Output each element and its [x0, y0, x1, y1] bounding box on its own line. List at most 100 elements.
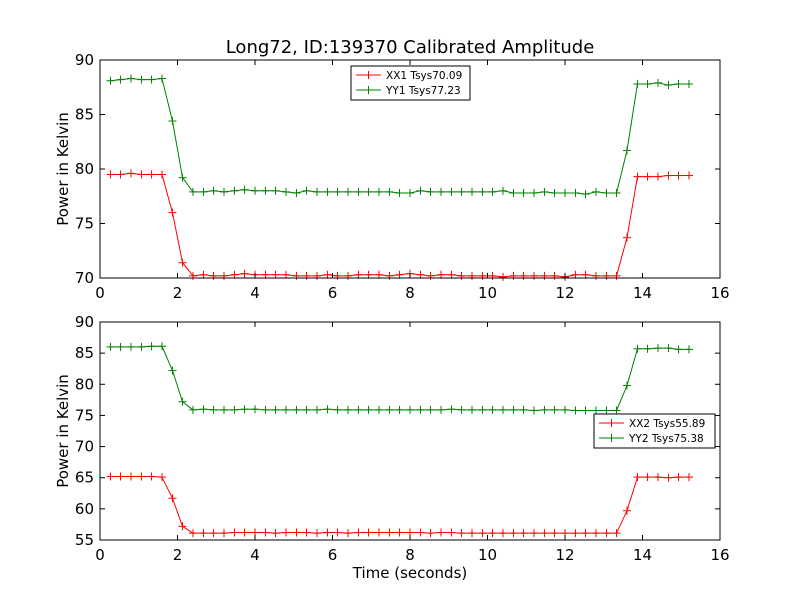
bottom-y-tick-label: 55: [75, 531, 94, 549]
top-y-axis-label: Power in Kelvin: [54, 112, 72, 226]
bottom-data-point: [271, 405, 280, 414]
top-x-tick-label: 10: [478, 284, 497, 302]
top-data-point: [674, 79, 683, 88]
top-data-point: [674, 171, 683, 180]
top-data-point: [137, 170, 146, 179]
bottom-data-point: [323, 528, 332, 537]
bottom-data-point: [592, 529, 600, 538]
bottom-data-point: [116, 472, 125, 481]
top-data-point: [509, 188, 518, 197]
top-data-point: [685, 79, 693, 88]
top-data-point: [406, 188, 414, 197]
bottom-data-point: [478, 529, 487, 538]
bottom-data-point: [509, 405, 518, 414]
bottom-data-point: [457, 405, 466, 414]
top-data-point: [499, 272, 507, 281]
top-data-point: [271, 186, 280, 195]
top-data-point: [375, 270, 383, 279]
bottom-data-point: [550, 529, 559, 538]
top-legend: XX1 Tsys70.09 YY1 Tsys77.23: [350, 65, 471, 101]
bottom-data-point: [354, 528, 363, 537]
bottom-data-point: [209, 529, 218, 538]
bottom-data-point: [189, 405, 197, 414]
bottom-data-point: [540, 405, 549, 414]
bottom-data-point: [654, 344, 662, 353]
bottom-data-point: [127, 342, 135, 351]
bottom-legend-label-yy2: YY2 Tsys75.38: [628, 433, 704, 445]
bottom-data-point: [271, 529, 280, 538]
top-data-point: [116, 75, 125, 84]
top-data-point: [189, 187, 197, 196]
bottom-legend-label-xx2: XX2 Tsys55.89: [629, 418, 705, 430]
bottom-data-point: [509, 529, 518, 538]
bottom-data-point: [685, 473, 693, 482]
bottom-data-point: [364, 405, 373, 414]
bottom-data-point: [530, 529, 538, 538]
bottom-data-point: [385, 528, 394, 537]
bottom-data-point: [189, 529, 197, 538]
bottom-x-tick-label: 8: [405, 546, 415, 564]
bottom-data-point: [199, 405, 208, 414]
bottom-data-point: [292, 405, 301, 414]
top-data-point: [261, 270, 270, 279]
top-data-point: [612, 188, 621, 197]
top-data-point: [230, 270, 239, 279]
bottom-data-point: [137, 472, 146, 481]
bottom-data-point: [168, 366, 177, 375]
bottom-ticks-group: 0 2 4 6 8 10 12 14 16 55 60 65 70 75 80 85 90: [75, 313, 730, 564]
top-data-point: [302, 186, 311, 195]
top-data-point: [457, 187, 466, 196]
bottom-x-tick-label: 0: [95, 546, 105, 564]
top-x-tick-label: 0: [95, 284, 105, 302]
bottom-legend-box: [593, 413, 716, 449]
top-data-point: [292, 188, 301, 197]
bottom-data-point: [158, 473, 166, 482]
bottom-data-point: [375, 528, 383, 537]
top-y-tick-label: 90: [75, 51, 94, 69]
bottom-data-point: [519, 529, 528, 538]
bottom-data-point: [292, 528, 301, 537]
top-y-tick-label: 70: [75, 269, 94, 287]
bottom-y-tick-label: 60: [75, 500, 94, 518]
bottom-data-point: [261, 528, 270, 537]
bottom-data-point: [333, 528, 342, 537]
bottom-data-point: [282, 528, 290, 537]
bottom-data-point: [571, 406, 580, 415]
top-data-point: [395, 270, 404, 279]
bottom-data-point: [602, 529, 611, 538]
top-data-point: [447, 270, 456, 279]
bottom-data-point: [623, 381, 631, 390]
top-data-point: [168, 117, 177, 126]
top-data-point: [199, 187, 208, 196]
bottom-data-point: [240, 405, 249, 414]
bottom-data-point: [106, 472, 115, 481]
top-data-point: [478, 187, 487, 196]
bottom-data-point: [385, 405, 394, 414]
bottom-data-point: [643, 344, 652, 353]
top-data-point: [633, 172, 642, 181]
top-data-point: [354, 187, 363, 196]
top-series-group: [106, 74, 693, 281]
bottom-data-point: [602, 406, 611, 415]
bottom-data-point: [426, 529, 435, 538]
bottom-data-point: [302, 405, 311, 414]
bottom-data-point: [147, 472, 156, 481]
top-data-point: [220, 187, 228, 196]
bottom-data-point: [623, 506, 631, 515]
bottom-data-point: [519, 405, 528, 414]
top-x-tick-label: 6: [328, 284, 338, 302]
bottom-data-point: [147, 342, 156, 351]
bottom-data-point: [209, 405, 218, 414]
top-data-point: [623, 146, 631, 155]
top-data-point: [282, 270, 290, 279]
top-data-point: [147, 170, 156, 179]
bottom-data-point: [178, 397, 187, 406]
bottom-data-point: [592, 406, 600, 415]
top-data-point: [240, 185, 249, 194]
top-data-point: [271, 270, 280, 279]
top-y-tick-label: 75: [75, 215, 94, 233]
bottom-data-point: [457, 529, 466, 538]
top-data-point: [178, 173, 187, 182]
bottom-data-point: [344, 405, 352, 414]
bottom-y-tick-label: 85: [75, 344, 94, 362]
